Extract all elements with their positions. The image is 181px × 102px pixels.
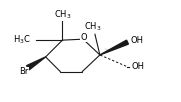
Polygon shape <box>100 40 128 55</box>
Text: H$_3$C: H$_3$C <box>13 34 31 46</box>
Polygon shape <box>27 57 46 70</box>
Text: CH$_3$: CH$_3$ <box>54 8 71 21</box>
Text: OH: OH <box>131 36 144 45</box>
Text: Br: Br <box>19 67 29 76</box>
Text: CH$_3$: CH$_3$ <box>84 20 102 33</box>
Text: ...: ... <box>103 46 110 52</box>
Text: OH: OH <box>132 62 145 71</box>
Text: O: O <box>81 33 87 42</box>
